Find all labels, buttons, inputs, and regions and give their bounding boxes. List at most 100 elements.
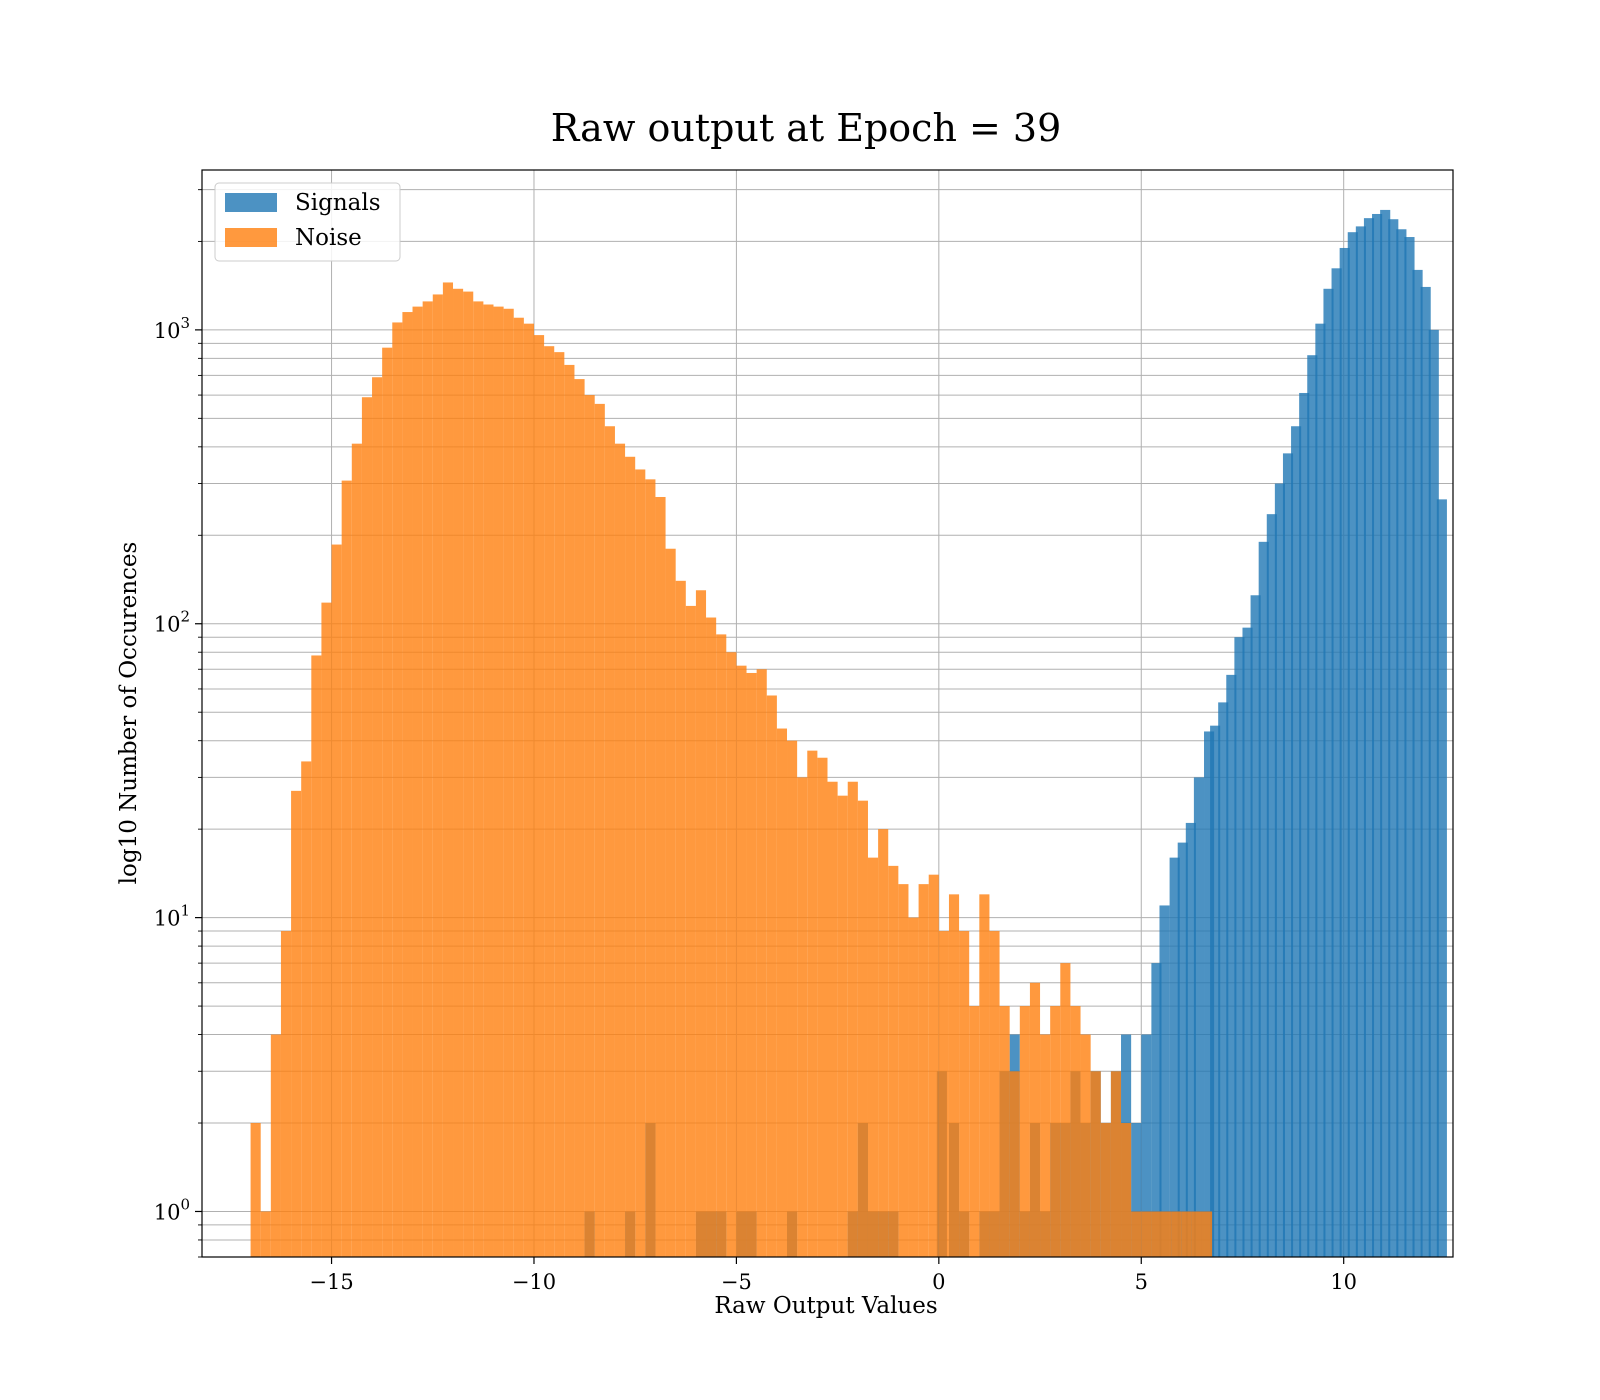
histogram-bar-noise [1121,1123,1132,1257]
histogram-bar-noise [291,790,302,1257]
histogram-bar-noise [321,602,332,1257]
histogram-bar-noise [645,479,656,1258]
histogram-bar-signals [1250,595,1261,1257]
histogram-bar-signals [1177,842,1188,1257]
histogram-bar-noise [382,347,393,1257]
histogram-bar-noise [432,294,443,1257]
histogram-bar-noise [402,312,413,1257]
legend-swatch-signals [225,193,277,212]
histogram-bar-noise [716,634,727,1257]
histogram-bar-noise [1161,1211,1172,1257]
histogram-bar-noise [695,590,707,1257]
histogram-bar-noise [928,874,939,1257]
histogram-bar-signals [1428,329,1439,1257]
histogram-bar-noise [1009,1071,1020,1257]
histogram-bar-noise [827,781,838,1257]
histogram-bar-noise [726,652,737,1257]
histogram-bar-signals [1169,857,1180,1257]
y-axis-label: log10 Number of Occurences [116,542,142,885]
histogram-bar-signals [1436,499,1447,1257]
histogram-bar-signals [1404,237,1415,1257]
histogram-bar-noise [635,469,646,1258]
histogram-bar-signals [1131,1123,1142,1257]
histogram-bar-noise [1070,1006,1081,1257]
histogram-bar-noise [746,672,757,1257]
histogram-bar-noise [1181,1211,1192,1257]
histogram-bar-signals [1218,702,1229,1257]
chart-title: Raw output at Epoch = 39 [551,106,1062,150]
histogram-bar-noise [756,669,767,1257]
histogram-bar-noise [969,1006,980,1257]
histogram-bar-noise [533,335,545,1258]
histogram-bar-noise [554,352,565,1257]
histogram-bar-noise [372,377,383,1257]
histogram-bar-signals [1420,286,1431,1257]
histogram-bar-noise [341,480,352,1258]
histogram-bar-signals [1307,355,1318,1258]
histogram-bar-noise [584,395,595,1258]
histogram-bar-noise [948,894,960,1257]
histogram-bar-noise [1019,1006,1030,1257]
histogram-bar-noise [614,443,626,1257]
histogram-bar-signals [1159,905,1170,1257]
histogram-bar-noise [463,291,474,1258]
histogram-bar-noise [938,931,949,1257]
histogram-bar-noise [878,829,889,1257]
histogram-bar-noise [655,496,666,1257]
histogram-bar-noise [301,761,312,1257]
histogram-bar-noise [1191,1211,1202,1257]
histogram-bar-noise [422,301,433,1257]
histogram-bar-signals [1331,268,1342,1257]
legend: Signals Noise [214,182,401,262]
histogram-bar-signals [1396,229,1407,1257]
histogram-bar-signals [1193,777,1205,1257]
histogram-bar-noise [685,605,696,1257]
histogram-bar-noise [787,740,798,1257]
histogram-bar-noise [847,781,858,1257]
histogram-bar-noise [1141,1211,1152,1257]
histogram-bar-noise [270,1034,281,1257]
histogram-bar-noise [483,304,494,1257]
histogram-bar-noise [1090,1071,1101,1257]
histogram-bars [250,209,1447,1258]
histogram-bar-noise [898,884,909,1257]
histogram-bar-signals [1226,674,1237,1257]
histogram-bar-noise [857,800,868,1257]
histogram-bar-signals [1204,731,1215,1257]
x-tick-label: −5 [721,1270,752,1294]
histogram-bar-signals [1291,426,1302,1257]
histogram-bar-noise [280,931,292,1257]
histogram-bar-noise [523,323,534,1257]
histogram-bar-signals [1372,213,1383,1258]
histogram-bar-noise [513,317,524,1258]
histogram-bar-signals [1323,288,1334,1257]
legend-label-signals: Signals [295,190,381,216]
series-signals [584,209,1447,1258]
histogram-bar-signals [1412,269,1423,1257]
histogram-bar-signals [1355,226,1366,1257]
histogram-bar-noise [260,1211,271,1257]
x-tick-label: −15 [309,1270,353,1294]
histogram-bar-noise [837,795,848,1257]
histogram-bar-signals [1141,1034,1152,1257]
histogram-bar-noise [867,857,879,1257]
histogram-bar-noise [908,917,919,1257]
histogram-bar-noise [392,322,403,1257]
histogram-bar-noise [1201,1211,1213,1257]
histogram-bar-noise [888,865,899,1257]
histogram-bar-noise [776,728,788,1257]
histogram-bar-noise [736,665,747,1257]
histogram-bar-noise [807,750,818,1257]
x-tick-label: 0 [932,1270,945,1294]
x-tick-label: −10 [512,1270,556,1294]
histogram-bar-signals [1151,963,1162,1257]
histogram-bar-noise [503,308,514,1257]
histogram-bar-noise [1080,1034,1091,1257]
histogram-bar-noise [493,306,504,1257]
histogram-bar-signals [1380,209,1391,1257]
x-axis-label: Raw Output Values [714,1293,937,1319]
histogram-bar-signals [1339,247,1350,1258]
histogram-bar-noise [453,288,464,1257]
histogram-bar-noise [918,884,929,1257]
